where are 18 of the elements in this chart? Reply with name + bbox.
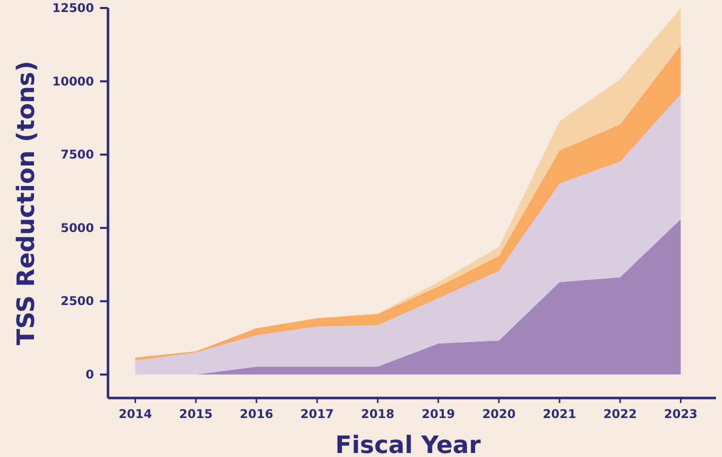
x-tick-label: 2015: [179, 407, 213, 421]
x-tick-label: 2014: [118, 407, 152, 421]
x-axis-title: Fiscal Year: [335, 431, 481, 457]
x-tick-label: 2023: [664, 407, 698, 421]
x-tick-label: 2017: [300, 407, 334, 421]
y-tick-label: 0: [86, 368, 94, 382]
x-tick-label: 2018: [360, 407, 394, 421]
y-tick-label: 2500: [60, 294, 94, 308]
x-tick-label: 2016: [240, 407, 274, 421]
x-tick-label: 2022: [603, 407, 637, 421]
y-tick-label: 10000: [52, 74, 94, 88]
x-tick-label: 2020: [482, 407, 516, 421]
y-tick-label: 12500: [52, 1, 94, 15]
y-tick-label: 7500: [60, 148, 94, 162]
x-tick-label: 2019: [422, 407, 456, 421]
x-tick-label: 2021: [542, 407, 576, 421]
y-tick-label: 5000: [60, 220, 94, 235]
y-axis-title: TSS Reduction (tons): [12, 60, 40, 346]
